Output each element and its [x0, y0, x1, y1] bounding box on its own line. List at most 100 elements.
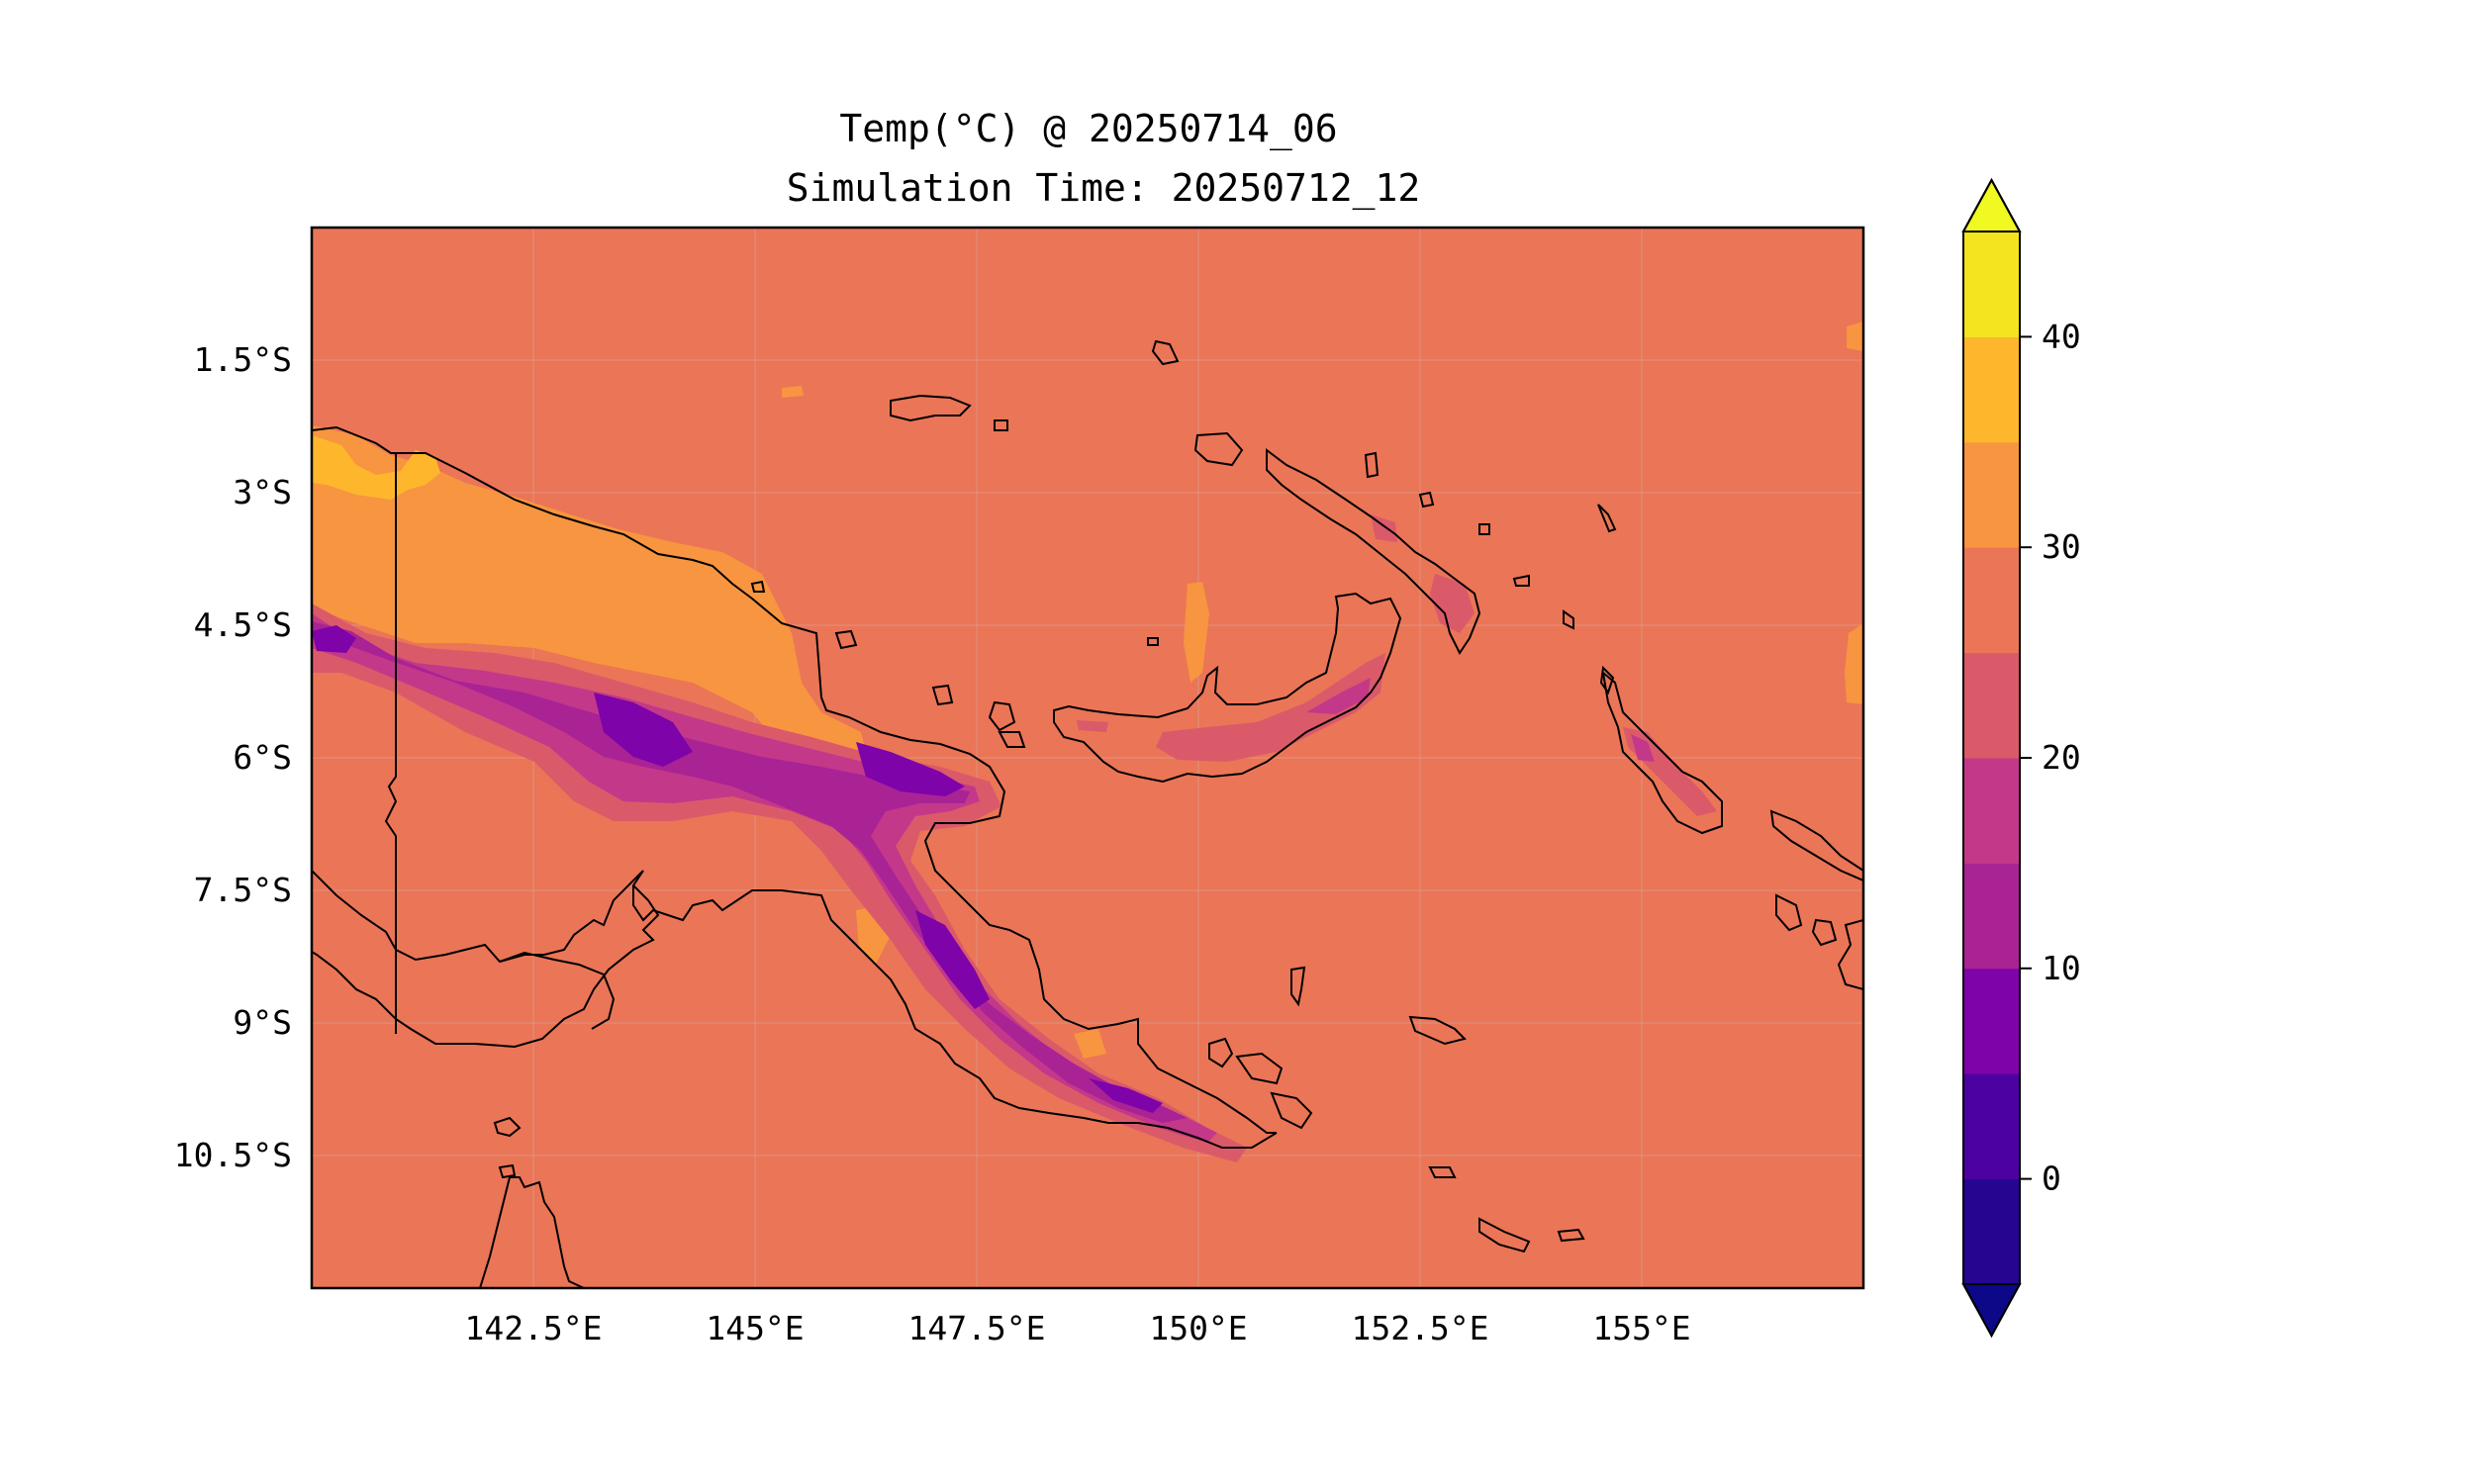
coastline-gulf-inlet: [312, 884, 660, 1049]
colorbar-under-arrow: [1961, 1283, 2022, 1339]
coastline-dentrecasteaux-2: [1235, 1052, 1284, 1085]
lon-tick-label: 147.5°E: [907, 1309, 1045, 1347]
temp-band-30-35-lowlands: [312, 425, 920, 821]
coastline-north-islet-1: [1151, 339, 1180, 366]
colorbar-bin-2: [1963, 968, 2020, 1074]
coastline-long-island: [931, 684, 954, 706]
coastline-north-islet-5: [1478, 523, 1490, 535]
coastline-north-islet-7: [1563, 609, 1574, 630]
colorbar-tick-label: 10: [2042, 949, 2081, 987]
colorbar-bin-5: [1963, 652, 2020, 759]
temp-band-20-25-new-ireland: [1430, 574, 1475, 633]
coastline-north-islet-8: [994, 419, 1008, 431]
lat-tick-label: 10.5°S: [174, 1136, 292, 1174]
coastline-dentrecasteaux-3: [1270, 1091, 1313, 1130]
temp-band-5-10-core-east: [856, 742, 965, 796]
coastline-louisiade-2: [1478, 1217, 1531, 1253]
temp-band-15-20-bougainville: [1631, 734, 1655, 762]
coastline-new-britain: [1053, 592, 1402, 784]
coastline-north-islet-2: [1364, 451, 1380, 479]
colorbar-tick-label: 40: [2042, 317, 2081, 355]
coastline-solomons-choiseul: [1769, 809, 1863, 882]
colorbar-ticks: 0 10 20 30 40: [2020, 317, 2081, 1198]
colorbar-bin-7: [1963, 441, 2020, 548]
temp-band-30-35-east-edge: [1845, 623, 1863, 704]
colorbar-bins: [1963, 232, 2020, 1285]
temperature-field: [312, 322, 1863, 1162]
coastline-north-islet-6: [1512, 574, 1530, 587]
lon-tick-label: 142.5°E: [464, 1309, 602, 1347]
lat-tick-label: 9°S: [233, 1003, 292, 1042]
colorbar-bin-1: [1963, 1073, 2020, 1180]
coastline-solomons-east: [1837, 918, 1863, 991]
colorbar-bin-3: [1963, 863, 2020, 970]
coastline-new-guinea-north: [312, 425, 1277, 1134]
coastline-bougainville: [1601, 670, 1723, 835]
coastline-new-hanover: [1193, 431, 1244, 467]
coastline-umboi: [998, 731, 1026, 748]
colorbar-bin-8: [1963, 336, 2020, 443]
colorbar: 0 10 20 30 40: [1961, 177, 2081, 1339]
coastline-new-guinea-south: [312, 870, 1278, 1149]
coastlines: [312, 339, 1863, 1288]
temp-band-20-25-new-britain: [1156, 653, 1385, 762]
coastline-woodlark: [1408, 1015, 1467, 1046]
title-line-1: Temp(°C) @ 20250714_06: [839, 107, 1337, 151]
coastline-trobriand: [1290, 966, 1306, 1007]
temp-band-5-10-core-spine: [915, 910, 990, 1009]
colorbar-tick-label: 20: [2042, 738, 2081, 777]
coastline-rossel: [1557, 1228, 1585, 1243]
colorbar-bin-4: [1963, 758, 2020, 864]
coastline-torres-islet-2: [498, 1163, 517, 1179]
temp-band-5-10-core-central: [594, 693, 693, 767]
colorbar-tick-label: 0: [2042, 1159, 2061, 1198]
border-png-indonesia: [384, 453, 398, 1034]
coastline-dentrecasteaux-1: [1208, 1037, 1234, 1068]
colorbar-outline: [1962, 177, 2021, 1339]
temp-band-30-35-new-britain: [1184, 582, 1209, 683]
colorbar-bin-0: [1963, 1178, 2020, 1285]
temp-band-35-40-lowlands: [312, 435, 440, 500]
temp-band-30-35-north-coast: [782, 386, 804, 398]
map-frame: [310, 226, 1865, 1290]
coastline-manus: [890, 394, 972, 422]
lat-tick-label: 3°S: [233, 473, 292, 511]
coastline-karkar: [834, 629, 858, 650]
temp-band-5-10-core-se: [1089, 1078, 1163, 1113]
coastline-solomons-isabel: [1775, 893, 1803, 932]
coastline-louisiade-1: [1428, 1166, 1457, 1178]
coastline-cape-york: [479, 1176, 585, 1288]
latitude-tick-labels: 1.5°S 3°S 4.5°S 6°S 7.5°S 9°S 10.5°S: [174, 340, 292, 1174]
coastline-rook-bay: [988, 700, 1016, 732]
coastline-north-islet-3: [1418, 491, 1435, 509]
coastline-new-ireland: [1266, 448, 1481, 655]
coastline-north-islet-9: [750, 580, 766, 593]
colorbar-over-arrow: [1961, 177, 2022, 232]
colorbar-bin-9: [1963, 232, 2020, 337]
lon-tick-label: 152.5°E: [1351, 1309, 1488, 1347]
temp-band-20-25-manus: [1077, 720, 1108, 732]
coastline-buka: [1599, 665, 1615, 696]
lon-tick-label: 155°E: [1592, 1309, 1690, 1347]
map-panel: [310, 226, 1865, 1290]
temp-band-30-35-ne-edge: [1847, 322, 1863, 351]
coastline-north-islet-10: [1147, 637, 1159, 646]
coastline-torres-islet: [493, 1116, 522, 1138]
lat-tick-label: 4.5°S: [194, 605, 292, 644]
coastline-solomons-small: [1811, 918, 1838, 947]
lat-tick-label: 6°S: [233, 738, 292, 777]
lon-tick-label: 150°E: [1149, 1309, 1247, 1347]
colorbar-bin-6: [1963, 547, 2020, 654]
colorbar-tick-label: 30: [2042, 527, 2081, 566]
coastline-south-bay: [499, 951, 616, 1030]
lat-tick-label: 1.5°S: [194, 340, 292, 379]
lat-tick-label: 7.5°S: [194, 871, 292, 909]
temp-band-5-10-core-west: [312, 625, 356, 653]
temp-band-30-35-east-spot: [1074, 1029, 1106, 1059]
coastline-north-islet-4: [1597, 504, 1617, 533]
lon-tick-label: 145°E: [706, 1309, 804, 1347]
temp-band-15-20-new-britain: [1306, 678, 1371, 714]
title-line-2: Simulation Time: 20250712_12: [787, 166, 1421, 211]
longitude-tick-labels: 142.5°E 145°E 147.5°E 150°E 152.5°E 155°E: [464, 1309, 1690, 1347]
